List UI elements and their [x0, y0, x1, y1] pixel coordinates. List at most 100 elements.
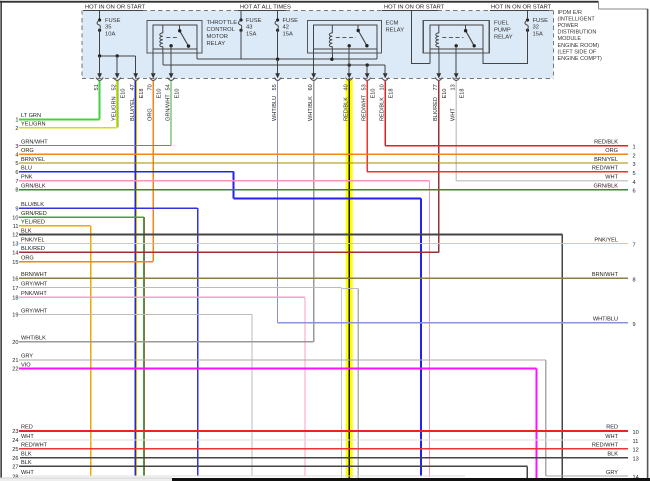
svg-text:RED: RED: [606, 425, 618, 431]
svg-text:13: 13: [451, 84, 457, 90]
svg-text:RED/WHT: RED/WHT: [592, 443, 619, 449]
svg-text:E10: E10: [156, 89, 162, 99]
svg-text:15A: 15A: [283, 31, 293, 37]
svg-text:BLK: BLK: [21, 451, 32, 457]
svg-text:GRY/WHT: GRY/WHT: [21, 308, 48, 314]
svg-text:WHT: WHT: [605, 434, 618, 440]
svg-text:ECM: ECM: [386, 21, 399, 27]
svg-text:32: 32: [533, 25, 539, 31]
svg-text:35: 35: [105, 25, 111, 31]
svg-text:4: 4: [633, 180, 636, 186]
svg-text:RED/BLK: RED/BLK: [344, 97, 350, 121]
svg-text:6: 6: [633, 189, 636, 195]
svg-text:HOT IN ON OR START: HOT IN ON OR START: [491, 5, 552, 11]
svg-text:12: 12: [633, 448, 639, 454]
svg-text:10: 10: [380, 84, 386, 90]
svg-text:BLK: BLK: [21, 228, 32, 234]
svg-text:PNK/WHT: PNK/WHT: [21, 291, 47, 297]
svg-text:RED/WHT: RED/WHT: [362, 94, 368, 121]
svg-text:20: 20: [12, 340, 18, 346]
svg-text:VIO: VIO: [21, 362, 31, 368]
svg-text:BLK/RED: BLK/RED: [433, 97, 439, 121]
svg-text:5: 5: [633, 171, 636, 177]
svg-text:9: 9: [15, 206, 18, 212]
svg-text:43: 43: [246, 25, 252, 31]
svg-text:4: 4: [15, 153, 18, 159]
svg-text:PNK/YEL: PNK/YEL: [594, 237, 618, 243]
svg-text:RED/WHT: RED/WHT: [592, 166, 619, 172]
svg-text:ORG: ORG: [605, 148, 618, 154]
svg-text:BRN/WHT: BRN/WHT: [592, 272, 619, 278]
svg-text:BLK: BLK: [21, 460, 32, 466]
svg-text:70: 70: [148, 84, 154, 90]
svg-text:7: 7: [15, 179, 18, 185]
svg-text:WHT/BLU: WHT/BLU: [272, 96, 278, 121]
svg-text:BRN/YEL: BRN/YEL: [21, 157, 45, 163]
svg-text:14: 14: [12, 251, 18, 257]
svg-text:GRN/RED: GRN/RED: [21, 211, 47, 217]
svg-text:15A: 15A: [246, 31, 256, 37]
svg-text:(LEFT SIDE OF: (LEFT SIDE OF: [558, 49, 597, 55]
svg-text:BLU/YEL: BLU/YEL: [130, 98, 136, 121]
svg-text:52: 52: [112, 84, 118, 90]
svg-text:RED/BLK: RED/BLK: [380, 97, 386, 121]
svg-text:GRN/BLK: GRN/BLK: [21, 183, 46, 189]
svg-text:FUSE: FUSE: [246, 18, 262, 24]
svg-text:27: 27: [12, 465, 18, 471]
svg-text:GRN/BLK: GRN/BLK: [593, 183, 618, 189]
svg-text:BRN/YEL: BRN/YEL: [594, 157, 618, 163]
svg-text:10: 10: [633, 430, 639, 436]
svg-text:23: 23: [12, 429, 18, 435]
svg-text:GRY/WHT: GRY/WHT: [21, 281, 48, 287]
svg-text:24: 24: [12, 438, 18, 444]
svg-text:HOT IN ON OR START: HOT IN ON OR START: [85, 5, 146, 11]
svg-text:25: 25: [12, 447, 18, 453]
svg-text:13: 13: [633, 457, 639, 463]
svg-text:17: 17: [12, 286, 18, 292]
svg-text:55: 55: [272, 84, 278, 90]
svg-text:RED/WHT: RED/WHT: [21, 443, 48, 449]
svg-text:8: 8: [633, 277, 636, 283]
svg-text:YEL/RED: YEL/RED: [21, 220, 45, 226]
svg-text:POWER: POWER: [558, 23, 579, 29]
svg-text:18: 18: [12, 296, 18, 302]
svg-text:GRN/WHT: GRN/WHT: [166, 94, 172, 121]
svg-text:5: 5: [15, 161, 18, 167]
svg-text:BLU/BLK: BLU/BLK: [21, 202, 44, 208]
svg-text:WHT/BLK: WHT/BLK: [21, 336, 46, 342]
svg-text:7: 7: [633, 243, 636, 249]
svg-text:PNK: PNK: [21, 175, 33, 181]
svg-text:LT GRN: LT GRN: [21, 113, 41, 119]
svg-text:CONTROL: CONTROL: [207, 27, 236, 33]
svg-text:ENGINE ROOM): ENGINE ROOM): [558, 43, 600, 49]
svg-text:47: 47: [130, 84, 136, 90]
svg-text:E10: E10: [370, 89, 376, 99]
svg-text:HOT IN ON OR START: HOT IN ON OR START: [384, 5, 445, 11]
svg-text:IPDM E/R: IPDM E/R: [558, 10, 582, 16]
svg-text:19: 19: [12, 313, 18, 319]
svg-text:26: 26: [12, 456, 18, 462]
svg-text:RED/BLK: RED/BLK: [594, 139, 618, 145]
svg-text:WHT/BLK: WHT/BLK: [308, 96, 314, 121]
svg-text:60: 60: [308, 84, 314, 90]
svg-text:FUSE: FUSE: [533, 18, 549, 24]
svg-text:9: 9: [633, 322, 636, 328]
svg-text:GRY: GRY: [606, 470, 618, 476]
svg-text:PUMP: PUMP: [494, 28, 511, 34]
svg-text:GRN/WHT: GRN/WHT: [21, 139, 48, 145]
svg-text:13: 13: [12, 242, 18, 248]
svg-text:E18: E18: [459, 89, 465, 99]
svg-text:3: 3: [15, 144, 18, 150]
svg-text:15: 15: [12, 260, 18, 266]
svg-text:16: 16: [12, 277, 18, 283]
svg-text:GRY: GRY: [21, 354, 33, 360]
svg-text:10: 10: [12, 215, 18, 221]
svg-text:BLK: BLK: [607, 451, 618, 457]
svg-text:YEL/GRN: YEL/GRN: [112, 96, 118, 121]
svg-text:WHT: WHT: [451, 108, 457, 121]
svg-text:WHT: WHT: [21, 434, 34, 440]
svg-text:2: 2: [15, 126, 18, 132]
svg-text:BRN/WHT: BRN/WHT: [21, 272, 48, 278]
svg-text:15A: 15A: [533, 31, 543, 37]
svg-text:FUSE: FUSE: [105, 18, 121, 24]
